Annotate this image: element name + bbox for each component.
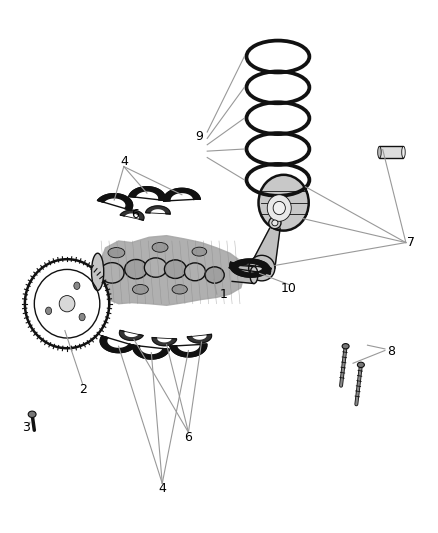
Ellipse shape — [225, 112, 332, 124]
Text: 3: 3 — [22, 421, 30, 433]
Polygon shape — [230, 259, 271, 274]
Text: 2: 2 — [79, 383, 87, 397]
Ellipse shape — [192, 247, 207, 256]
Ellipse shape — [249, 255, 275, 281]
Ellipse shape — [225, 174, 332, 185]
Polygon shape — [249, 228, 280, 268]
Polygon shape — [133, 345, 170, 359]
Text: 6: 6 — [131, 208, 139, 221]
Circle shape — [74, 282, 80, 289]
Bar — [379, 147, 403, 158]
Polygon shape — [230, 262, 271, 277]
Text: 10: 10 — [281, 282, 297, 295]
Circle shape — [79, 313, 85, 321]
Text: 4: 4 — [158, 482, 166, 495]
Polygon shape — [100, 336, 135, 353]
Ellipse shape — [273, 201, 286, 215]
Ellipse shape — [100, 263, 124, 283]
Ellipse shape — [269, 217, 281, 229]
Ellipse shape — [145, 258, 167, 277]
Ellipse shape — [125, 260, 148, 279]
Polygon shape — [146, 206, 170, 214]
Polygon shape — [120, 210, 144, 220]
Polygon shape — [152, 337, 177, 346]
Ellipse shape — [205, 267, 224, 283]
Text: 4: 4 — [120, 155, 128, 168]
Polygon shape — [170, 344, 207, 357]
Ellipse shape — [25, 259, 109, 348]
Ellipse shape — [108, 247, 125, 258]
Circle shape — [46, 307, 52, 314]
Polygon shape — [163, 188, 200, 201]
Text: 9: 9 — [195, 130, 203, 143]
Ellipse shape — [255, 262, 269, 274]
Ellipse shape — [357, 362, 364, 368]
Text: 7: 7 — [407, 236, 415, 249]
Text: 1: 1 — [219, 288, 227, 301]
Text: 6: 6 — [184, 431, 192, 444]
Ellipse shape — [258, 175, 309, 231]
Ellipse shape — [28, 411, 36, 417]
Ellipse shape — [132, 285, 148, 294]
Ellipse shape — [225, 143, 332, 155]
Ellipse shape — [184, 263, 205, 281]
Polygon shape — [120, 330, 143, 341]
Ellipse shape — [92, 253, 104, 290]
Ellipse shape — [172, 285, 187, 294]
Polygon shape — [98, 193, 133, 211]
Ellipse shape — [378, 147, 381, 158]
Text: 8: 8 — [388, 345, 396, 358]
Ellipse shape — [152, 243, 168, 252]
Ellipse shape — [164, 260, 186, 278]
Polygon shape — [187, 334, 212, 343]
Ellipse shape — [225, 82, 332, 93]
Ellipse shape — [250, 266, 258, 284]
Ellipse shape — [272, 220, 278, 226]
Ellipse shape — [225, 51, 332, 62]
Polygon shape — [232, 265, 254, 284]
Ellipse shape — [342, 344, 349, 349]
Polygon shape — [129, 187, 165, 200]
Ellipse shape — [59, 296, 75, 312]
Ellipse shape — [402, 147, 405, 158]
Ellipse shape — [267, 195, 291, 221]
Polygon shape — [97, 236, 245, 305]
